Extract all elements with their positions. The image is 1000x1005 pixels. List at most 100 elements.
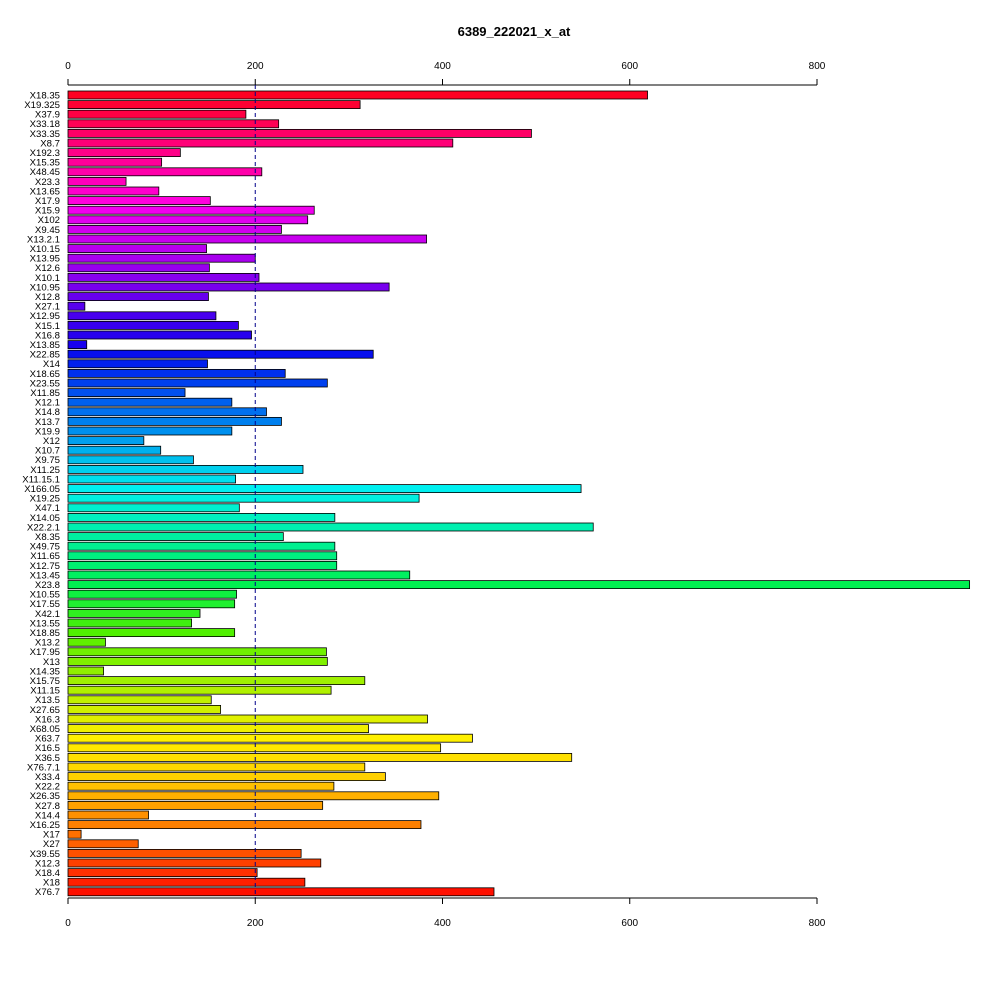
bar-X12.95 <box>67 311 217 321</box>
bar-X12.75 <box>67 561 338 570</box>
category-label-26: X13.85 <box>30 340 60 351</box>
x-axis-top: 0 200 400 600 800 <box>65 61 826 86</box>
category-label-0: X18.35 <box>30 90 60 101</box>
category-label-41: X166.05 <box>24 484 60 495</box>
bar-X22.85 <box>67 349 374 359</box>
category-label-9: X23.3 <box>35 177 60 188</box>
category-label-21: X12.8 <box>35 292 60 303</box>
bar-X33.18 <box>67 119 280 129</box>
category-label-83: X76.7 <box>35 887 60 898</box>
category-label-12: X15.9 <box>35 206 60 217</box>
bar-X18.65 <box>67 368 286 378</box>
x-axis-bottom: 0 200 400 600 800 <box>65 897 826 929</box>
category-label-75: X14.4 <box>35 810 61 821</box>
bar-X19.325 <box>67 100 361 109</box>
category-label-29: X18.65 <box>30 369 60 380</box>
bottom-tick-label-3: 600 <box>621 918 638 929</box>
category-label-34: X13.7 <box>35 417 60 428</box>
category-label-60: X14.35 <box>30 666 60 677</box>
bar-X68.05 <box>67 724 369 733</box>
category-label-74: X27.8 <box>35 801 60 812</box>
bar-X33.35 <box>67 128 532 138</box>
top-tick-label-1: 200 <box>247 61 264 72</box>
bar-X23.3 <box>67 176 127 186</box>
category-label-48: X11.65 <box>30 551 60 562</box>
category-label-58: X17.95 <box>30 647 60 658</box>
category-label-17: X13.95 <box>30 254 60 265</box>
bar-X15.1 <box>67 320 239 330</box>
category-label-52: X10.55 <box>30 590 60 601</box>
bar-X10.1 <box>67 272 260 282</box>
category-label-79: X39.55 <box>30 849 60 860</box>
bar-X13.2.1 <box>67 234 427 244</box>
category-label-65: X16.3 <box>35 714 60 725</box>
bar-X14.35 <box>67 666 104 676</box>
category-label-28: X14 <box>43 359 61 370</box>
category-label-39: X11.25 <box>30 465 60 476</box>
category-label-7: X15.35 <box>30 158 60 169</box>
bar-X14 <box>67 359 208 369</box>
category-label-3: X33.18 <box>30 119 60 130</box>
category-label-54: X42.1 <box>35 609 60 620</box>
bar-X12.3 <box>67 858 322 868</box>
category-label-43: X47.1 <box>35 503 60 514</box>
bar-X14.4 <box>67 810 149 820</box>
category-label-31: X11.85 <box>30 388 60 399</box>
category-label-14: X9.45 <box>35 225 60 236</box>
category-label-35: X19.9 <box>35 426 60 437</box>
category-label-38: X9.75 <box>35 455 60 466</box>
category-label-30: X23.55 <box>30 378 60 389</box>
bar-X22.2.1 <box>67 522 594 532</box>
bar-X76.7 <box>67 887 495 897</box>
category-label-73: X26.35 <box>30 791 60 802</box>
bar-X11.65 <box>67 551 338 561</box>
bar-X42.1 <box>67 609 201 618</box>
category-label-82: X18 <box>43 878 60 889</box>
bar-X33.4 <box>67 772 386 781</box>
bar-X11.15 <box>67 685 332 695</box>
bottom-tick-label-4: 800 <box>809 918 826 929</box>
bar-X13.7 <box>67 416 282 426</box>
top-tick-label-0: 0 <box>65 61 71 72</box>
bar-X27.65 <box>67 705 222 714</box>
bar-X16.3 <box>67 714 428 724</box>
category-label-37: X10.7 <box>35 446 60 457</box>
bar-X23.55 <box>67 378 328 388</box>
bar-X9.75 <box>67 455 194 465</box>
category-label-68: X16.5 <box>35 743 60 754</box>
bar-X166.05 <box>67 484 582 494</box>
category-label-40: X11.15.1 <box>22 474 60 485</box>
category-label-57: X13.2 <box>35 638 60 649</box>
bar-X27.8 <box>67 801 324 810</box>
category-label-67: X63.7 <box>35 734 60 745</box>
category-label-76: X16.25 <box>30 820 60 831</box>
category-label-2: X37.9 <box>35 110 60 121</box>
bar-X13.95 <box>67 253 256 263</box>
bar-X47.1 <box>67 503 240 513</box>
category-label-66: X68.05 <box>30 724 60 735</box>
bar-X18.85 <box>67 628 236 637</box>
bar-X15.35 <box>67 157 163 167</box>
category-label-44: X14.05 <box>30 513 60 524</box>
category-label-20: X10.95 <box>30 282 60 293</box>
category-label-49: X12.75 <box>30 561 60 572</box>
category-label-24: X15.1 <box>35 321 60 332</box>
category-label-47: X49.75 <box>30 542 60 553</box>
bars-group <box>67 90 971 897</box>
category-label-1: X19.325 <box>24 100 60 111</box>
category-label-33: X14.8 <box>35 407 60 418</box>
category-label-62: X11.15 <box>30 686 60 697</box>
bar-X14.05 <box>67 513 336 522</box>
bar-X27.1 <box>67 301 86 311</box>
bottom-tick-label-2: 400 <box>434 918 451 929</box>
bar-X48.45 <box>67 167 263 177</box>
category-label-45: X22.2.1 <box>27 522 60 533</box>
bar-X8.7 <box>67 138 454 148</box>
category-label-10: X13.65 <box>30 186 60 197</box>
category-label-55: X13.55 <box>30 618 60 629</box>
category-label-32: X12.1 <box>35 398 60 409</box>
bar-X13.55 <box>67 618 192 628</box>
bar-X19.9 <box>67 426 233 436</box>
category-label-78: X27 <box>43 839 60 850</box>
